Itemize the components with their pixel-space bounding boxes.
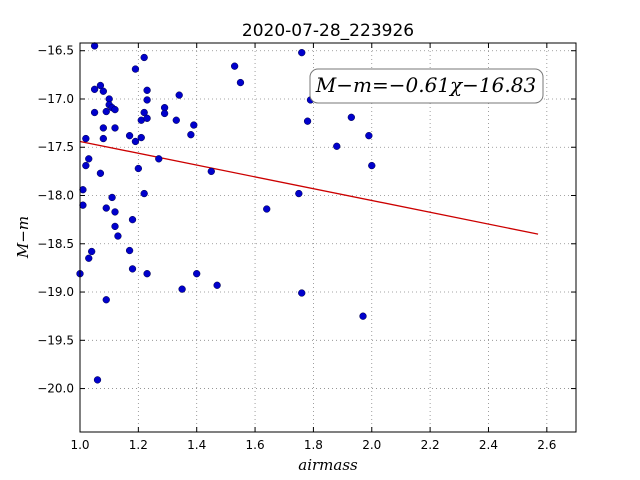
fit-equation: M−m=−0.61χ−16.83 [315,73,536,97]
data-point [134,164,143,173]
x-tick-labels: 1.0 1.2 1.4 1.6 1.8 2.0 2.2 2.4 2.6 [70,438,556,452]
y-tick-label: −20.0 [37,382,74,396]
axis-ticks [79,43,576,432]
data-point [140,108,148,117]
data-point [102,296,110,304]
data-point [82,161,90,170]
data-point [99,134,107,143]
x-tick-label: 2.6 [537,438,556,452]
data-point [125,132,134,140]
data-point [111,222,119,231]
data-point [155,155,163,163]
data-point [178,285,186,293]
data-point [187,131,195,139]
data-point [143,270,151,278]
data-point [111,208,119,216]
x-tick-label: 1.8 [304,438,323,452]
data-point [125,246,134,255]
x-tick-label: 1.0 [70,438,89,452]
y-tick-label: −18.5 [37,237,74,251]
data-point [190,121,198,129]
data-point [90,42,99,50]
data-point [143,86,151,94]
data-point [303,117,312,125]
data-point [99,124,107,132]
y-tick-label: −16.5 [37,44,74,58]
x-tick-label: 2.4 [479,438,498,452]
data-point [172,116,180,124]
data-point [143,114,151,122]
data-point [85,155,93,163]
data-point [90,85,99,93]
data-point [128,265,137,273]
data-point [295,189,303,198]
data-point [298,49,306,57]
grid [79,43,576,432]
y-tick-label: −17.0 [37,92,74,106]
data-point [213,281,221,289]
scatter-points [76,42,376,384]
data-point [298,289,306,297]
x-tick-label: 1.2 [129,438,148,452]
y-tick-labels: −16.5 −17.0 −17.5 −18.0 −18.5 −19.0 −19.5 −20.0 [37,44,74,396]
plot-area-frame [79,42,577,433]
data-point [99,87,107,95]
data-point [230,62,239,70]
y-tick-label: −18.0 [37,189,74,203]
data-point [207,167,215,176]
data-point [347,113,355,121]
x-tick-label: 2.2 [421,438,440,452]
x-axis-label: airmass [298,456,358,474]
annotation-box [309,68,544,104]
data-point [85,254,93,262]
data-point [114,232,122,240]
data-point [111,124,119,132]
y-tick-label: −19.0 [37,285,74,299]
data-point [140,189,148,198]
data-point [143,96,151,104]
y-tick-label: −19.5 [37,333,74,347]
data-point [128,215,137,224]
data-point [82,134,90,143]
data-point [359,312,367,320]
data-point [333,142,341,150]
x-tick-label: 1.4 [187,438,206,452]
data-point [137,133,145,142]
data-point [88,247,96,256]
chart-title: 2020-07-28_223926 [242,21,414,41]
data-point [193,270,201,278]
data-point [131,137,140,146]
y-axis-label: M−m [14,216,32,259]
x-tick-label: 2.0 [362,438,381,452]
data-point [365,132,373,140]
data-point [263,205,271,213]
data-point [140,53,148,62]
data-point [96,169,105,177]
data-point [79,201,87,209]
data-point [160,109,169,118]
data-point [368,161,376,170]
data-point [111,105,119,114]
fit-annotation: M−m=−0.61χ−16.83 [309,68,544,104]
data-point [102,204,110,212]
data-point [175,91,183,99]
y-tick-label: −17.5 [37,140,74,154]
data-point [131,65,140,73]
data-point [90,108,99,117]
data-point [96,81,105,90]
x-tick-label: 1.6 [246,438,265,452]
data-point [102,107,110,116]
data-point [93,376,102,384]
data-point [236,78,245,87]
data-point [79,186,87,194]
data-point [108,193,116,202]
